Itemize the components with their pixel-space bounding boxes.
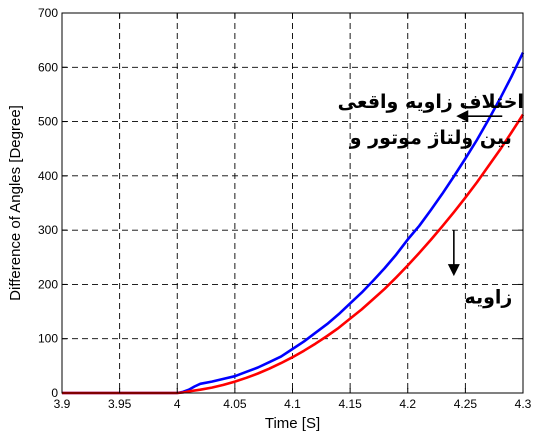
annotation-text: بین ولتاژ موتور و: [349, 127, 512, 149]
x-tick-label: 4.1: [284, 397, 301, 411]
series-layer: [62, 52, 525, 395]
y-tick-label: 0: [51, 386, 58, 400]
series-line-1: [62, 52, 525, 395]
y-tick-label: 700: [38, 6, 58, 20]
arrow-down-head: [447, 264, 460, 277]
x-tick-label: 4.15: [338, 397, 362, 411]
x-tick-label: 4.05: [223, 397, 247, 411]
annotation-text: اختلاف زاویه واقعی: [338, 91, 524, 113]
grid: [62, 13, 523, 393]
series-line-2: [62, 113, 525, 395]
y-tick-label: 200: [38, 277, 58, 291]
y-axis-label: Difference of Angles [Degree]: [7, 105, 24, 301]
arrow-left-head: [456, 110, 469, 123]
y-tick-label: 500: [38, 115, 58, 129]
x-tick-label: 4.3: [515, 397, 532, 411]
annotation-text: زاویه: [464, 286, 512, 308]
y-tick-label: 400: [38, 169, 58, 183]
x-tick-label: 4.25: [454, 397, 478, 411]
x-tick-label: 4: [174, 397, 181, 411]
y-axis: 0 100 200 300 400 500 600 700: [38, 6, 523, 400]
x-axis-label: Time [S]: [265, 415, 320, 432]
y-tick-label: 600: [38, 60, 58, 74]
x-tick-label: 3.9: [54, 397, 71, 411]
arrows: [447, 110, 503, 277]
x-axis: 3.9 3.95 4 4.05 4.1 4.15 4.2 4.25 4.3: [54, 13, 532, 411]
annotations: اختلاف زاویه واقعی بین ولتاژ موتور و زاویه: [338, 91, 524, 308]
y-tick-label: 100: [38, 332, 58, 346]
y-tick-label: 300: [38, 223, 58, 237]
x-tick-label: 4.2: [399, 397, 416, 411]
x-tick-label: 3.95: [108, 397, 132, 411]
